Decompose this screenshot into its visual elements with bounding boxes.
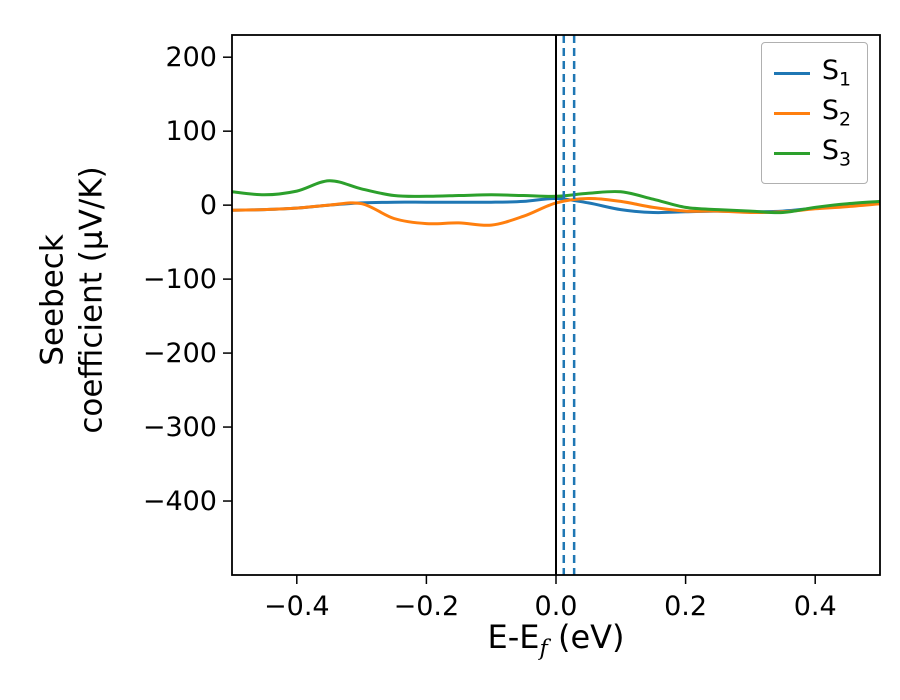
y-axis-label-line2: coefficient (μV/K): [73, 166, 109, 434]
legend-item-S1: S1: [773, 53, 851, 93]
legend-swatch: [773, 111, 810, 115]
y-tick-label: −100: [143, 264, 217, 295]
legend: S1 S2 S3: [760, 42, 868, 184]
y-tick-label: 100: [165, 116, 217, 147]
y-tick-label: 0: [200, 190, 217, 221]
legend-swatch: [773, 151, 810, 155]
x-tick-label: 0.4: [794, 591, 837, 622]
legend-label: S2: [821, 95, 851, 131]
y-axis-label: Seebeck coefficient (μV/K): [33, 166, 111, 433]
x-axis-label-sub: f: [539, 635, 548, 662]
x-tick-label: 0.0: [535, 591, 578, 622]
x-tick-label: −0.4: [264, 591, 330, 622]
y-axis-label-line1: Seebeck: [34, 234, 71, 366]
y-tick-label: −400: [143, 486, 217, 517]
legend-label: S3: [821, 135, 851, 171]
legend-label: S1: [821, 55, 851, 91]
x-tick-label: 0.2: [664, 591, 707, 622]
legend-item-S3: S3: [773, 133, 851, 173]
y-tick-label: 200: [165, 42, 217, 73]
x-axis-label: E-Ef (eV): [488, 618, 625, 661]
legend-item-S2: S2: [773, 93, 851, 133]
y-tick-label: −300: [143, 412, 217, 443]
x-axis-label-unit: (eV): [547, 618, 625, 656]
x-axis-label-main: E-E: [487, 618, 540, 656]
x-tick-label: −0.2: [394, 591, 460, 622]
y-tick-label: −200: [143, 338, 217, 369]
legend-swatch: [773, 71, 810, 75]
